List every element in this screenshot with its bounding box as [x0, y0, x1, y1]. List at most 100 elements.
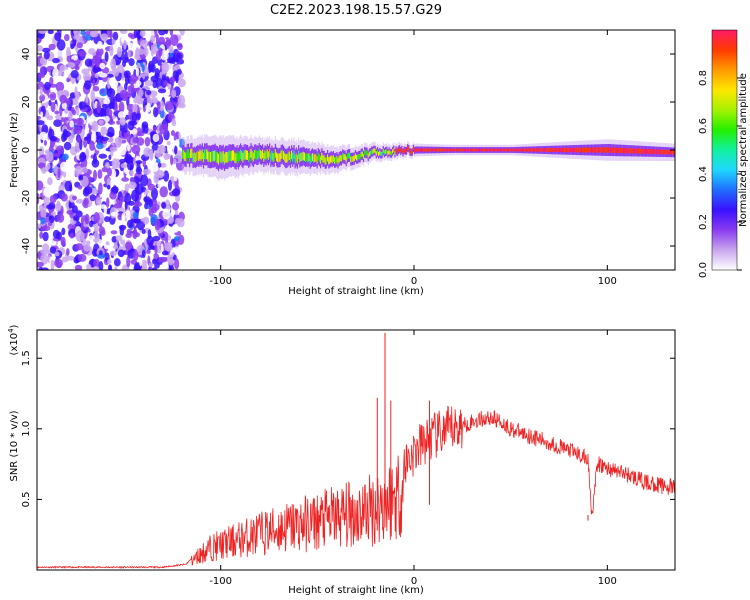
- noise-blob: [39, 57, 46, 65]
- noise-blob: [108, 154, 112, 160]
- noise-blob: [67, 50, 72, 57]
- noise-blob: [167, 242, 173, 250]
- signal-core: [479, 148, 481, 152]
- colorbar-tick-label: 0.8: [698, 70, 709, 86]
- noise-blob: [71, 106, 75, 114]
- noise-blob: [82, 187, 90, 197]
- signal-core: [433, 148, 435, 152]
- noise-blob: [128, 42, 134, 48]
- signal-core: [670, 150, 672, 155]
- y-tick-label: -40: [21, 238, 32, 254]
- signal-core: [243, 150, 245, 160]
- noise-blob: [76, 42, 83, 49]
- signal-core: [450, 148, 452, 152]
- signal-core: [521, 148, 524, 152]
- x-tick-label: 100: [598, 276, 617, 287]
- noise-blob: [37, 120, 45, 126]
- signal-core: [501, 148, 503, 152]
- signal-core: [429, 148, 431, 152]
- signal-core: [614, 147, 616, 153]
- signal-core: [347, 152, 350, 159]
- noise-blob: [83, 80, 92, 90]
- signal-core: [219, 151, 221, 163]
- figure-title: C2E2.2023.198.15.57.G29: [270, 3, 442, 18]
- signal-core: [302, 151, 304, 161]
- signal-core: [451, 148, 453, 152]
- noise-blob: [165, 76, 170, 82]
- noise-blob: [67, 62, 76, 68]
- noise-blob: [38, 146, 45, 157]
- signal-core: [571, 147, 574, 153]
- noise-blob: [70, 43, 75, 50]
- noise-blob: [104, 51, 109, 63]
- noise-blob: [152, 240, 162, 247]
- signal-core: [365, 150, 367, 156]
- snr-ylabel: SNR (10 * v/v): [9, 410, 20, 481]
- noise-blob: [164, 199, 171, 211]
- noise-blob: [40, 253, 49, 265]
- noise-blob: [158, 88, 167, 94]
- signal-core: [618, 147, 620, 153]
- signal-core: [415, 148, 417, 152]
- signal-core: [343, 153, 345, 160]
- noise-blob: [66, 248, 70, 256]
- noise-blob: [121, 212, 126, 222]
- signal-core: [599, 147, 601, 153]
- signal-core: [590, 147, 592, 153]
- signal-core: [215, 151, 217, 163]
- noise-blob: [143, 47, 149, 57]
- noise-blob: [153, 107, 159, 118]
- noise-blob: [146, 102, 151, 113]
- noise-blob: [93, 258, 100, 268]
- signal-core: [186, 149, 188, 159]
- signal-core: [388, 149, 390, 154]
- signal-core: [498, 148, 500, 152]
- signal-core: [625, 148, 627, 154]
- noise-blob: [132, 211, 139, 219]
- noise-blob: [55, 81, 65, 92]
- noise-blob: [131, 111, 138, 123]
- signal-core: [396, 150, 398, 154]
- noise-blob: [47, 30, 54, 35]
- x-tick-label: 0: [411, 276, 417, 287]
- noise-blob: [158, 132, 163, 144]
- noise-blob: [122, 57, 130, 63]
- signal-core: [630, 148, 633, 154]
- noise-blob: [157, 180, 162, 189]
- noise-blob: [62, 153, 69, 161]
- signal-core: [222, 151, 224, 162]
- x-tick-label: -100: [209, 576, 232, 587]
- noise-blob: [139, 77, 144, 89]
- noise-blob: [66, 255, 75, 261]
- signal-core: [462, 148, 464, 152]
- noise-blob: [42, 47, 51, 53]
- signal-core: [182, 150, 184, 159]
- noise-blob: [117, 111, 127, 119]
- signal-core: [252, 152, 255, 162]
- signal-core: [568, 147, 570, 153]
- signal-core: [314, 154, 316, 162]
- signal-core: [329, 156, 331, 164]
- signal-core: [401, 148, 403, 152]
- noise-blob: [104, 115, 110, 123]
- noise-blob: [37, 45, 44, 52]
- noise-blob: [46, 204, 55, 210]
- signal-core: [659, 149, 662, 155]
- noise-blob: [147, 183, 156, 191]
- noise-blob: [84, 213, 90, 225]
- noise-blob: [97, 40, 103, 50]
- signal-core: [238, 151, 241, 162]
- noise-blob: [46, 163, 51, 170]
- noise-blob: [127, 120, 135, 131]
- signal-core: [419, 148, 422, 152]
- noise-blob: [86, 133, 91, 145]
- noise-blob: [146, 89, 152, 96]
- noise-blob: [115, 235, 123, 242]
- noise-blob: [105, 108, 113, 117]
- noise-blob: [87, 228, 91, 233]
- noise-blob: [111, 236, 117, 243]
- y-tick-label: 0: [21, 147, 32, 153]
- signal-core: [647, 149, 649, 154]
- signal-core: [579, 147, 582, 153]
- signal-core: [394, 151, 396, 155]
